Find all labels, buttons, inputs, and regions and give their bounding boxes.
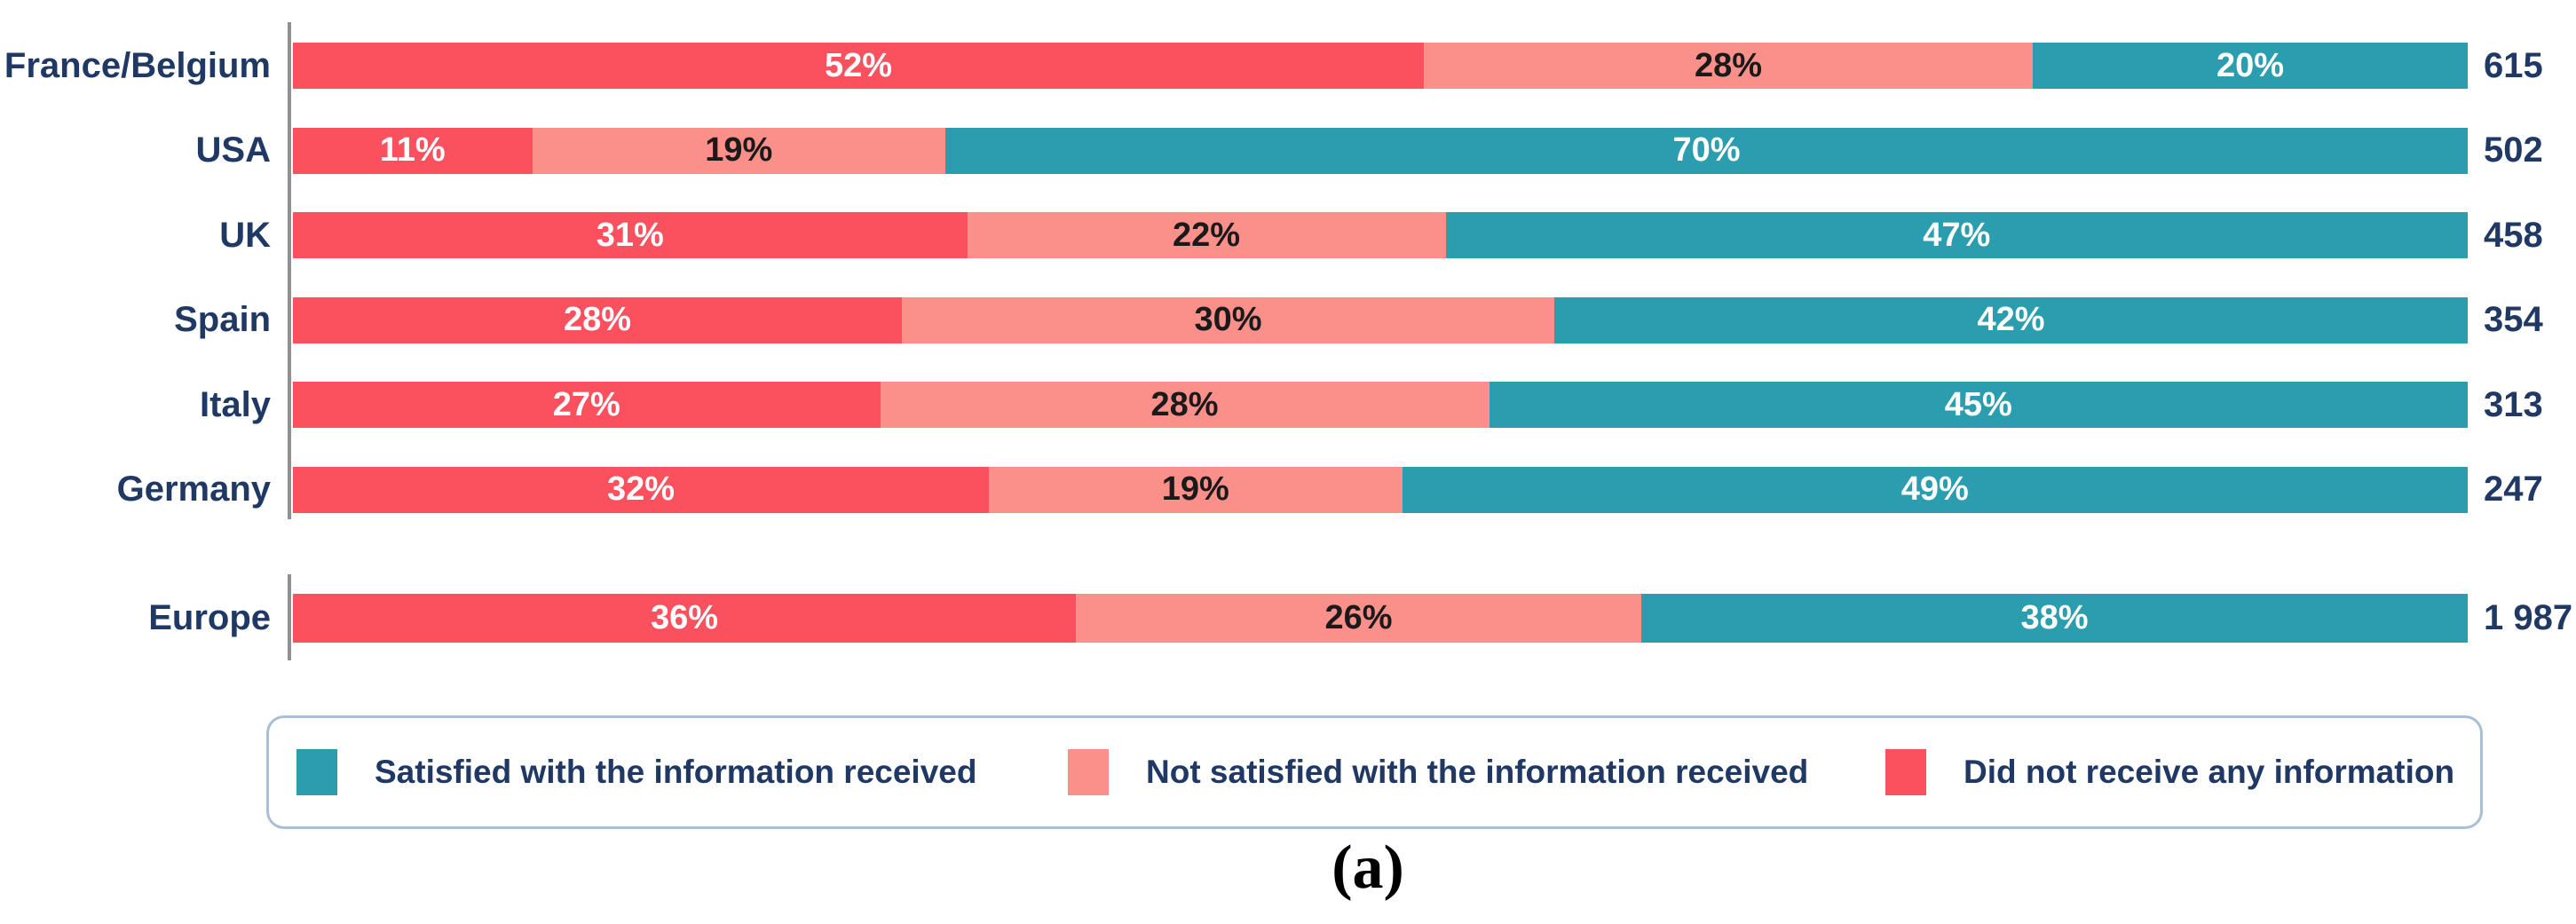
chart-row: UK 31% 22% 47% 458 bbox=[0, 212, 2576, 258]
chart-row: Spain 28% 30% 42% 354 bbox=[0, 296, 2576, 344]
segment-value: 70% bbox=[1672, 131, 1741, 169]
bar-segment-did-not-receive: 36% bbox=[293, 594, 1076, 643]
row-total: 1 987 bbox=[2484, 598, 2573, 637]
stacked-bar: 52% 28% 20% bbox=[293, 43, 2468, 89]
bar-segment-satisfied: 45% bbox=[1489, 382, 2468, 428]
bar-segment-not-satisfied: 19% bbox=[989, 466, 1403, 513]
segment-value: 27% bbox=[552, 385, 620, 423]
stacked-bar: 31% 22% 47% bbox=[293, 212, 2468, 258]
segment-value: 32% bbox=[606, 470, 676, 508]
row-label: UK bbox=[219, 215, 271, 255]
chart-row: USA 11% 19% 70% 502 bbox=[0, 127, 2576, 174]
bar-segment-satisfied: 38% bbox=[1641, 594, 2468, 643]
bar-segment-satisfied: 20% bbox=[2033, 43, 2468, 89]
row-label: Italy bbox=[199, 384, 271, 424]
bar-segment-did-not-receive: 32% bbox=[293, 466, 989, 513]
row-total: 615 bbox=[2484, 45, 2543, 85]
segment-value: 19% bbox=[1161, 470, 1229, 508]
segment-value: 22% bbox=[1172, 216, 1241, 254]
figure-caption: (a) bbox=[1331, 833, 1404, 902]
row-label: France/Belgium bbox=[4, 45, 271, 85]
row-total: 502 bbox=[2484, 130, 2543, 170]
country-rows: France/Belgium 52% 28% 20% 615 USA 11% 19% 70% 50… bbox=[0, 43, 2576, 551]
bar-segment-did-not-receive: 28% bbox=[293, 296, 902, 344]
segment-value: 19% bbox=[705, 131, 773, 169]
legend-label: Satisfied with the information received bbox=[375, 754, 977, 790]
legend: Satisfied with the information received N… bbox=[266, 715, 2483, 829]
bar-segment-satisfied: 49% bbox=[1402, 466, 2468, 513]
segment-value: 38% bbox=[2020, 599, 2089, 636]
row-total: 354 bbox=[2484, 300, 2543, 339]
segment-value: 49% bbox=[1900, 470, 1969, 508]
bar-segment-did-not-receive: 52% bbox=[293, 43, 1424, 89]
legend-item-satisfied: Satisfied with the information received bbox=[296, 718, 976, 826]
segment-value: 30% bbox=[1194, 301, 1262, 338]
stacked-bar: 11% 19% 70% bbox=[293, 127, 2468, 174]
bar-segment-not-satisfied: 26% bbox=[1076, 594, 1641, 643]
segment-value: 28% bbox=[1150, 385, 1219, 423]
legend-label: Did not receive any information bbox=[1964, 754, 2455, 790]
legend-swatch-icon bbox=[1885, 749, 1926, 795]
chart-row: Europe 36% 26% 38% 1 987 bbox=[0, 594, 2576, 643]
bar-segment-not-satisfied: 28% bbox=[880, 382, 1489, 428]
legend-label: Not satisfied with the information recei… bbox=[1146, 754, 1809, 790]
segment-value: 47% bbox=[1923, 216, 1991, 254]
legend-item-not-satisfied: Not satisfied with the information recei… bbox=[1068, 718, 1808, 826]
legend-swatch-icon bbox=[1068, 749, 1109, 795]
segment-value: 45% bbox=[1944, 385, 2012, 423]
chart-row: Italy 27% 28% 45% 313 bbox=[0, 382, 2576, 428]
bar-segment-satisfied: 47% bbox=[1445, 212, 2468, 258]
stacked-bar: 28% 30% 42% bbox=[293, 296, 2468, 344]
row-total: 313 bbox=[2484, 384, 2543, 424]
chart-row: Germany 32% 19% 49% 247 bbox=[0, 466, 2576, 513]
stacked-bar: 27% 28% 45% bbox=[293, 382, 2468, 428]
bar-segment-did-not-receive: 27% bbox=[293, 382, 881, 428]
row-total: 458 bbox=[2484, 215, 2543, 255]
segment-value: 28% bbox=[1694, 46, 1763, 84]
stacked-bar: 32% 19% 49% bbox=[293, 466, 2468, 513]
segment-value: 36% bbox=[650, 599, 719, 636]
bar-segment-not-satisfied: 28% bbox=[1424, 43, 2033, 89]
europe-row-group: Europe 36% 26% 38% 1 987 bbox=[0, 594, 2576, 643]
bar-segment-did-not-receive: 11% bbox=[293, 127, 533, 174]
bar-segment-not-satisfied: 19% bbox=[532, 127, 945, 174]
row-label: Germany bbox=[116, 470, 271, 509]
bar-segment-not-satisfied: 30% bbox=[902, 296, 1554, 344]
segment-value: 28% bbox=[563, 301, 632, 338]
legend-item-did-not-receive: Did not receive any information bbox=[1885, 718, 2454, 826]
axis-line-main bbox=[288, 22, 291, 519]
segment-value: 11% bbox=[379, 131, 446, 169]
segment-value: 42% bbox=[1977, 301, 2045, 338]
bar-segment-satisfied: 42% bbox=[1554, 296, 2468, 344]
row-label: Europe bbox=[148, 598, 271, 637]
segment-value: 31% bbox=[596, 216, 664, 254]
axis-line-europe bbox=[288, 574, 291, 660]
segment-value: 20% bbox=[2216, 46, 2285, 84]
row-label: USA bbox=[195, 130, 271, 170]
bar-segment-satisfied: 70% bbox=[945, 127, 2468, 174]
segment-value: 26% bbox=[1324, 599, 1393, 636]
segment-value: 52% bbox=[824, 46, 893, 84]
bar-segment-not-satisfied: 22% bbox=[967, 212, 1446, 258]
chart-row: France/Belgium 52% 28% 20% 615 bbox=[0, 43, 2576, 89]
row-label: Spain bbox=[174, 300, 271, 339]
row-total: 247 bbox=[2484, 470, 2543, 509]
bar-segment-did-not-receive: 31% bbox=[293, 212, 968, 258]
stacked-bar: 36% 26% 38% bbox=[293, 594, 2468, 643]
legend-swatch-icon bbox=[296, 749, 337, 795]
